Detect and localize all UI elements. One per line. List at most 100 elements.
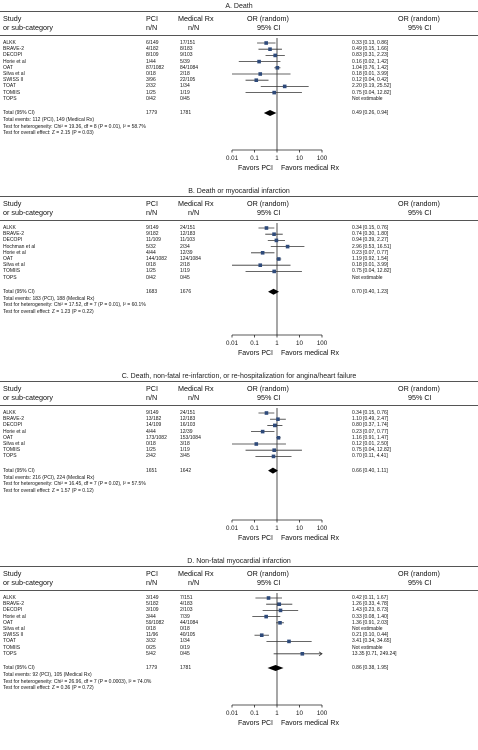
- total-events: Total events: 92 (PCI), 105 (Medical Rx): [3, 672, 92, 678]
- forest-plot-svg: 0.01 0.1 1 10 100 Favors PCI Favors medical Rx: [226, 38, 339, 172]
- favors-medical-label: Favors medical Rx: [281, 720, 339, 727]
- favors-medical-label: Favors medical Rx: [281, 350, 339, 357]
- or-ci-text: 0.33 [0.13, 0.86]: [352, 40, 389, 46]
- favors-pci-label: Favors PCI: [238, 165, 273, 172]
- total-events: Total events: 216 (PCI), 224 (Medical Rx…: [3, 474, 95, 481]
- pci-events: 173/1082: [146, 434, 167, 441]
- study-name: ALKK: [3, 410, 16, 416]
- point-estimate: [276, 436, 281, 440]
- medical-events: 1/19: [180, 447, 190, 454]
- study-name: Silva et al: [3, 71, 25, 77]
- or-ci-text: 0.94 [0.39, 2.27]: [352, 237, 389, 244]
- header-pci-n: n/N: [146, 208, 158, 217]
- header-or-ci-right: 95% CI: [408, 578, 432, 587]
- favors-pci-label: Favors PCI: [238, 720, 273, 727]
- medical-events: 1/19: [180, 89, 190, 96]
- pci-events: 5/42: [146, 650, 156, 657]
- medical-events: 24/151: [180, 225, 196, 231]
- heterogeneity-test: Test for heterogeneity: Chi² = 19.36, df…: [3, 123, 146, 130]
- pci-events: 0/18: [146, 71, 156, 77]
- or-ci-text: 0.18 [0.01, 3.99]: [352, 71, 389, 77]
- study-name: DECOPI: [3, 607, 23, 614]
- header-or: OR (random): [247, 384, 289, 393]
- favors-pci-label: Favors PCI: [238, 350, 273, 357]
- point-estimate: [282, 84, 287, 89]
- point-estimate: [264, 41, 268, 45]
- study-name: Horie et al: [3, 58, 26, 65]
- x-tick-label: 0.1: [250, 710, 259, 717]
- study-name: TOPS: [3, 274, 17, 281]
- study-name: Silva et al: [3, 262, 25, 269]
- point-estimate: [277, 602, 282, 606]
- x-tick-label: 100: [317, 710, 328, 717]
- pooled-diamond: [268, 467, 279, 474]
- point-estimate: [264, 614, 268, 619]
- pci-events: 8/109: [146, 52, 159, 59]
- total-medical: 1642: [180, 467, 192, 474]
- medical-events: 0/45: [180, 650, 190, 657]
- medical-events: 12/39: [180, 249, 193, 256]
- header-study: Study: [3, 14, 22, 23]
- pci-events: 1/25: [146, 89, 156, 96]
- or-ci-text: 1.04 [0.76, 1.42]: [352, 64, 389, 71]
- study-name: SWISS II: [3, 77, 24, 84]
- or-ci-text: Not estimable: [352, 626, 383, 632]
- point-estimate: [276, 417, 280, 421]
- x-tick-label: 0.01: [226, 340, 239, 347]
- pci-events: 3/149: [146, 595, 159, 601]
- header-or-ci: 95% CI: [257, 578, 281, 587]
- pci-events: 0/42: [146, 95, 156, 102]
- point-estimate: [264, 226, 269, 230]
- or-ci-text: 1.36 [0.91, 2.03]: [352, 619, 389, 626]
- or-ci-text: 0.80 [0.37, 1.74]: [352, 422, 389, 429]
- medical-events: 2/103: [180, 607, 193, 614]
- point-estimate: [300, 652, 305, 656]
- point-estimate: [273, 423, 277, 428]
- header-subcategory: or sub-category: [3, 393, 53, 402]
- header-top-rule: [0, 196, 478, 197]
- x-tick-label: 0.1: [250, 155, 259, 162]
- point-estimate: [254, 442, 259, 446]
- total-events: Total events: 112 (PCI), 149 (Medical Rx…: [3, 117, 95, 123]
- point-estimate: [254, 78, 259, 82]
- point-estimate: [264, 411, 269, 415]
- or-ci-text: 1.10 [0.49, 2.47]: [352, 416, 389, 423]
- favors-pci-label: Favors PCI: [238, 535, 273, 542]
- x-tick-label: 1: [275, 155, 279, 162]
- ci-arrow: [318, 651, 323, 657]
- or-ci-text: 0.74 [0.30, 1.80]: [352, 231, 389, 238]
- medical-events: 5/39: [180, 58, 190, 65]
- pci-events: 9/149: [146, 225, 159, 231]
- header-medical-n: n/N: [188, 208, 200, 217]
- header-bottom-rule: [0, 590, 478, 591]
- pci-events: 3/96: [146, 77, 156, 84]
- point-estimate: [272, 448, 276, 452]
- forest-plot-svg: 0.01 0.1 1 10 100 Favors PCI Favors medical Rx: [226, 223, 339, 357]
- or-ci-text: 0.75 [0.04, 12.82]: [352, 89, 391, 96]
- or-ci-text: 0.70 [0.11, 4.41]: [352, 453, 388, 460]
- forest-plot-svg: 0.01 0.1 1 10 100 Favors PCI Favors medical Rx: [226, 408, 339, 542]
- point-estimate: [268, 47, 272, 51]
- or-ci-text: 1.19 [0.92, 1.54]: [352, 256, 389, 262]
- point-estimate: [259, 633, 264, 637]
- point-estimate: [287, 639, 291, 644]
- favors-medical-label: Favors medical Rx: [281, 535, 339, 542]
- study-name: Horie et al: [3, 428, 26, 435]
- total-or-ci-text: 0.86 [0.38, 1.95]: [352, 665, 389, 671]
- pooled-diamond: [268, 288, 280, 295]
- header-medical-n: n/N: [188, 578, 200, 587]
- point-estimate: [273, 53, 277, 58]
- medical-events: 7/151: [180, 595, 193, 601]
- point-estimate: [258, 263, 263, 267]
- pci-events: 1/44: [146, 58, 156, 65]
- medical-events: 3/45: [180, 453, 190, 460]
- pci-events: 2/32: [146, 83, 156, 90]
- pci-events: 11/109: [146, 237, 161, 244]
- pci-events: 5/32: [146, 243, 156, 250]
- medical-events: 16/103: [180, 422, 196, 429]
- total-or-ci-text: 0.70 [0.40, 1.23]: [352, 288, 389, 295]
- pci-events: 14/109: [146, 422, 162, 429]
- study-name: OAT: [3, 64, 13, 71]
- or-ci-text: 2.20 [0.19, 25.52]: [352, 83, 391, 90]
- header-medical: Medical Rx: [178, 199, 214, 208]
